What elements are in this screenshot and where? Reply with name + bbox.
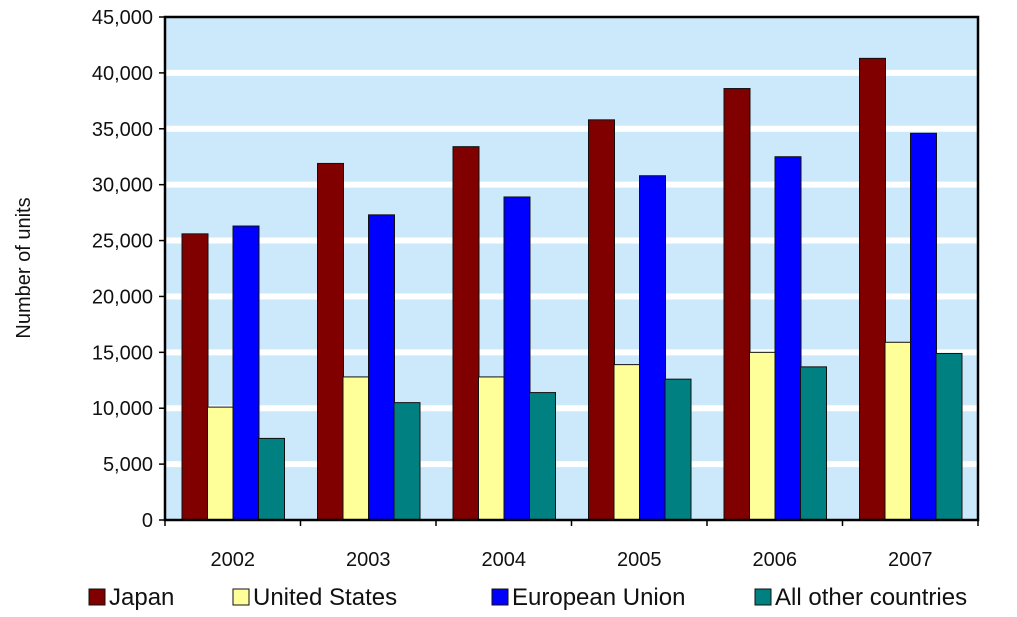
- bar-united-states-2005: [613, 364, 641, 521]
- y-tick-label: 10,000: [92, 398, 153, 420]
- x-tick-label: 2006: [753, 549, 798, 571]
- bar-japan-2005: [588, 119, 615, 521]
- bar-european-union-2002: [232, 225, 260, 521]
- bar-japan-2004: [452, 146, 480, 521]
- bar-all-other-countries-2007: [935, 352, 963, 521]
- legend-label: European Union: [512, 584, 685, 611]
- legend-item-european-union: European Union: [491, 584, 685, 611]
- legend-swatch: [754, 588, 772, 606]
- bar-european-union-2003: [368, 214, 395, 521]
- y-tick-label: 15,000: [92, 342, 153, 364]
- legend-swatch: [232, 588, 250, 606]
- bar-european-union-2007: [910, 132, 937, 521]
- x-tick-label: 2003: [346, 549, 391, 571]
- legend-label: United States: [253, 584, 397, 611]
- y-tick-label: 40,000: [92, 63, 153, 85]
- bar-all-other-countries-2004: [529, 392, 556, 521]
- y-axis-ticks: 0 5,000 10,000 15,000 20,000 25,000 30,000 35,0…: [92, 7, 165, 532]
- gridlines: [165, 69, 978, 468]
- legend-swatch: [491, 588, 509, 606]
- x-tick-label: 2004: [482, 549, 527, 571]
- bar-all-other-countries-2003: [393, 402, 421, 521]
- x-tick-label: 2007: [888, 549, 933, 571]
- bar-united-states-2002: [207, 406, 234, 521]
- bar-japan-2007: [859, 57, 886, 521]
- plot-area: [165, 17, 978, 520]
- y-axis-label: Number of units: [13, 197, 35, 338]
- x-tick-label: 2005: [617, 549, 662, 571]
- y-tick-label: 0: [142, 510, 153, 532]
- x-axis-ticks: 2002 2003 2004 2005 2006 2007: [164, 520, 979, 571]
- bar-all-other-countries-2002: [258, 437, 285, 521]
- bar-all-other-countries-2006: [800, 366, 827, 521]
- legend-swatch: [88, 588, 106, 606]
- bar-european-union-2006: [774, 156, 802, 521]
- y-tick-label: 25,000: [92, 231, 153, 253]
- bar-united-states-2006: [749, 351, 776, 521]
- legend-item-united-states: United States: [232, 584, 397, 611]
- legend-label: Japan: [109, 584, 174, 611]
- bar-united-states-2003: [342, 376, 370, 521]
- legend: Japan United States European Union All othe…: [88, 584, 967, 611]
- y-tick-label: 45,000: [92, 7, 153, 29]
- bar-japan-2006: [723, 88, 751, 521]
- bar-all-other-countries-2005: [664, 378, 692, 521]
- legend-item-all-other-countries: All other countries: [754, 584, 967, 611]
- y-tick-label: 20,000: [92, 286, 153, 308]
- bars: [181, 57, 963, 521]
- x-tick-label: 2002: [211, 549, 256, 571]
- plot-background: [165, 17, 978, 520]
- bar-european-union-2005: [639, 175, 666, 521]
- bar-united-states-2004: [478, 376, 505, 521]
- bar-united-states-2007: [884, 341, 912, 521]
- bar-european-union-2004: [503, 196, 531, 521]
- legend-label: All other countries: [775, 584, 967, 611]
- y-tick-label: 5,000: [103, 454, 153, 476]
- legend-item-japan: Japan: [88, 584, 174, 611]
- bar-japan-2002: [181, 233, 209, 521]
- y-tick-label: 30,000: [92, 175, 153, 197]
- bar-japan-2003: [317, 162, 344, 521]
- y-tick-label: 35,000: [92, 119, 153, 141]
